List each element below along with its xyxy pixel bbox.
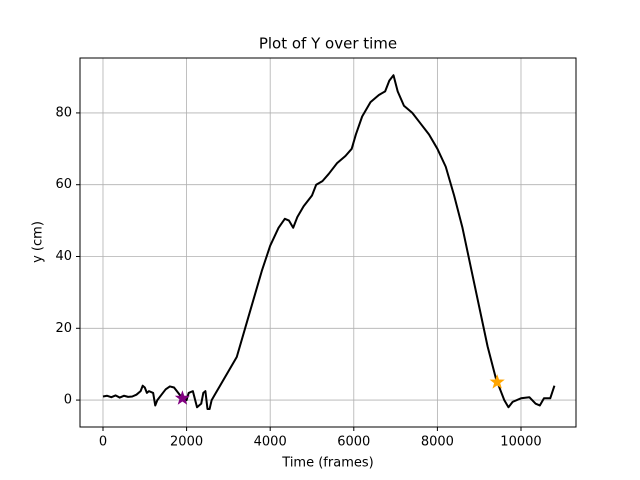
x-tick-label: 4000: [254, 435, 287, 450]
x-tick-label: 10000: [500, 435, 541, 450]
x-tick-label: 6000: [337, 435, 370, 450]
y-axis-label: y (cm): [31, 221, 46, 263]
x-tick-label: 8000: [421, 435, 454, 450]
x-tick-label: 2000: [170, 435, 203, 450]
star-marker: [174, 390, 191, 405]
y-tick-label: 0: [64, 393, 72, 408]
y-tick-label: 60: [55, 177, 72, 192]
x-axis-label: Time (frames): [281, 456, 373, 471]
star-marker: [489, 374, 505, 389]
plot-frame: [79, 57, 577, 428]
y-tick-label: 20: [55, 321, 72, 336]
y-tick-label: 80: [55, 105, 72, 120]
chart-title: Plot of Y over time: [259, 35, 397, 53]
x-tick-label: 0: [99, 435, 107, 450]
y-tick-label: 40: [55, 249, 72, 264]
data-line: [102, 74, 556, 411]
